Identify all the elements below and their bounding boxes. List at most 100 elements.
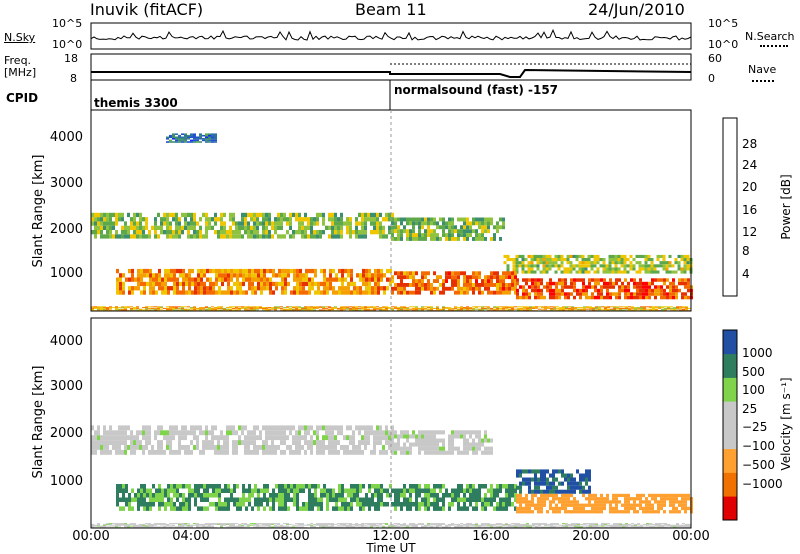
heatmap-cell	[427, 308, 430, 310]
heatmap-cell	[601, 308, 604, 310]
heatmap-cell	[522, 510, 525, 514]
heatmap-cell	[112, 212, 115, 218]
heatmap-cell	[487, 450, 490, 455]
heatmap-cell	[304, 217, 307, 222]
heatmap-cell	[609, 285, 612, 289]
heatmap-cell	[382, 308, 385, 310]
heatmap-cell	[499, 308, 502, 310]
heatmap-cell	[568, 307, 571, 309]
heatmap-cell	[298, 306, 301, 308]
heatmap-cell	[278, 488, 281, 493]
heatmap-cell	[436, 502, 439, 507]
heatmap-cell	[158, 281, 161, 287]
heatmap-cell	[161, 277, 164, 282]
heatmap-cell	[415, 442, 418, 447]
heatmap-cell	[203, 488, 206, 493]
heatmap-cell	[403, 488, 406, 493]
heatmap-cell	[549, 485, 552, 490]
heatmap-cell	[337, 524, 340, 526]
heatmap-cell	[295, 307, 298, 309]
heatmap-cell	[367, 309, 370, 311]
heatmap-cell	[424, 488, 427, 493]
heatmap-cell	[268, 445, 271, 450]
heatmap-cell	[256, 307, 259, 309]
heatmap-cell	[636, 510, 639, 514]
heatmap-cell	[505, 271, 508, 276]
heatmap-cell	[555, 285, 558, 289]
heatmap-cell	[248, 502, 251, 507]
heatmap-cell	[633, 497, 636, 501]
heatmap-cell	[424, 275, 427, 280]
heatmap-cell	[139, 308, 142, 310]
heatmap-cell	[568, 308, 571, 310]
heatmap-cell	[170, 484, 173, 489]
heatmap-cell	[597, 281, 600, 286]
heatmap-cell	[424, 434, 427, 439]
heatmap-cell	[559, 308, 562, 310]
heatmap-cell	[292, 306, 295, 308]
heatmap-cell	[628, 306, 631, 308]
heatmap-cell	[184, 445, 187, 450]
heatmap-cell	[128, 268, 131, 274]
heatmap-cell	[188, 281, 191, 287]
heatmap-cell	[230, 290, 233, 295]
heatmap-cell	[505, 484, 508, 489]
heatmap-cell	[454, 488, 457, 493]
heatmap-cell	[376, 307, 379, 309]
heatmap-cell	[139, 524, 142, 526]
heatmap-cell	[463, 497, 466, 502]
heatmap-cell	[534, 489, 537, 494]
heatmap-cell	[340, 307, 343, 309]
heatmap-cell	[555, 497, 558, 501]
heatmap-cell	[442, 526, 445, 528]
heatmap-cell	[253, 212, 256, 218]
heatmap-cell	[184, 523, 187, 525]
heatmap-cell	[257, 286, 260, 291]
heatmap-cell	[536, 264, 540, 268]
heatmap-cell	[275, 484, 278, 489]
heatmap-cell	[460, 488, 463, 493]
heatmap-cell	[409, 442, 412, 447]
heatmap-cell	[289, 430, 292, 436]
heatmap-cell	[305, 277, 308, 282]
heatmap-cell	[505, 283, 508, 287]
heatmap-cell	[121, 523, 124, 525]
heatmap-cell	[187, 221, 190, 226]
heatmap-cell	[295, 523, 298, 525]
heatmap-cell	[136, 234, 139, 239]
velocity-heatmap	[91, 425, 693, 529]
heatmap-cell	[322, 440, 325, 445]
heatmap-cell	[151, 307, 154, 309]
heatmap-cell	[227, 506, 230, 511]
heatmap-cell	[235, 526, 238, 528]
heatmap-cell	[247, 212, 250, 218]
heatmap-cell	[639, 506, 642, 511]
heatmap-cell	[484, 493, 487, 498]
heatmap-cell	[680, 254, 684, 258]
heatmap-cell	[493, 237, 496, 241]
heatmap-cell	[292, 435, 295, 441]
heatmap-cell	[607, 306, 610, 308]
heatmap-cell	[592, 308, 595, 310]
heatmap-cell	[472, 523, 475, 525]
heatmap-cell	[629, 267, 633, 271]
heatmap-cell	[137, 502, 140, 507]
heatmap-cell	[430, 526, 433, 528]
heatmap-cell	[307, 440, 310, 445]
heatmap-cell	[295, 524, 298, 526]
heatmap-cell	[250, 430, 253, 436]
heatmap-cell	[600, 493, 603, 498]
heatmap-cell	[472, 524, 475, 526]
heatmap-cell	[349, 307, 352, 309]
heatmap-cell	[545, 270, 549, 274]
heatmap-cell	[103, 425, 106, 431]
heatmap-cell	[550, 309, 553, 311]
heatmap-cell	[172, 425, 175, 431]
heatmap-cell	[528, 485, 531, 490]
heatmap-cell	[487, 306, 490, 308]
nsky-tick-top: 10^5	[52, 17, 83, 30]
heatmap-cell	[570, 281, 573, 286]
heatmap-cell	[433, 221, 436, 226]
heatmap-cell	[448, 307, 451, 309]
heatmap-cell	[499, 306, 502, 308]
